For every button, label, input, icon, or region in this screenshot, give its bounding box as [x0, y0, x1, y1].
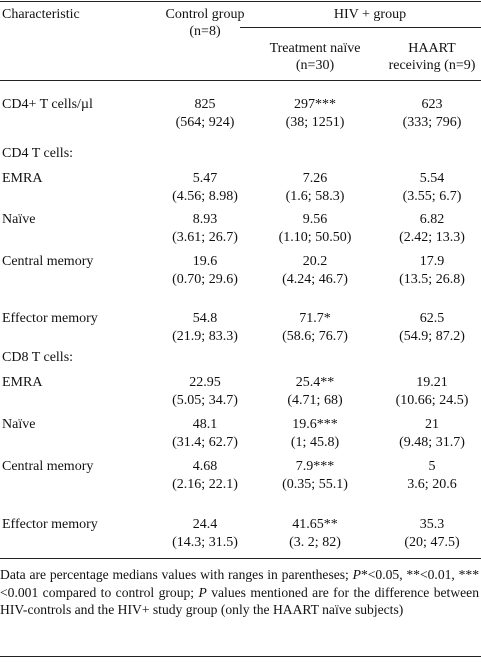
cell-value: 17.9: [419, 254, 445, 269]
cell-range: (3.55; 6.7): [402, 189, 462, 204]
footnote-part: Data are percentage medians values with …: [0, 567, 353, 582]
header-naive-n: (n=30): [295, 58, 335, 73]
cell-value: 71.7*: [299, 311, 331, 326]
cell-value: 62.5: [419, 311, 445, 326]
cell-value: 19.6: [192, 254, 218, 269]
top-rule: [0, 1, 481, 2]
cell-value: 9.56: [302, 212, 328, 227]
cell-range: (20; 47.5): [404, 535, 460, 550]
row-label: Effector memory: [2, 311, 98, 326]
cell-range: (4.71; 68): [287, 393, 343, 408]
cell-value: 24.4: [192, 517, 218, 532]
cell-range: (3. 2; 82): [289, 535, 341, 550]
cell-value: 5.54: [419, 171, 445, 186]
cell-value: 5.47: [192, 171, 218, 186]
footnote-part: P: [352, 567, 361, 582]
row-label: Naïve: [2, 417, 36, 432]
cell-range: (564; 924): [175, 115, 235, 130]
cell-range: 3.6; 20.6: [407, 477, 457, 492]
body-rule: [0, 558, 481, 559]
cell-value: 8.93: [192, 212, 218, 227]
cell-range: (1.6; 58.3): [285, 189, 345, 204]
cell-value: 41.65**: [292, 517, 338, 532]
row-label: EMRA: [2, 171, 43, 186]
header-naive: Treatment naïve: [269, 41, 361, 56]
bottom-rule: [0, 656, 481, 657]
header-rule: [0, 80, 481, 81]
cell-value: 4.68: [192, 459, 218, 474]
row-label: CD4+ T cells/µl: [2, 97, 93, 112]
cell-range: (2.42; 13.3): [399, 230, 465, 245]
cell-range: (0.70; 29.6): [172, 272, 238, 287]
header-haart: HAART: [408, 41, 456, 56]
cell-range: (3.61; 26.7): [172, 230, 238, 245]
row-label: Central memory: [2, 254, 94, 269]
footnote-part: values mentioned are for the difference …: [0, 584, 480, 618]
cell-range: (1.10; 50.50): [278, 230, 352, 245]
cell-value: 5: [428, 459, 436, 474]
cell-range: (0.35; 55.1): [282, 477, 348, 492]
cell-range: (4.24; 46.7): [282, 272, 348, 287]
cell-value: 297***: [294, 97, 336, 112]
cell-range: (14.3; 31.5): [172, 535, 238, 550]
cell-value: 22.95: [189, 375, 221, 390]
section-label: CD4 T cells:: [2, 146, 74, 161]
cell-value: 825: [194, 97, 216, 112]
cell-range: (21.9; 83.3): [172, 329, 238, 344]
header-control-n: (n=8): [189, 24, 221, 39]
cell-range: (2.16; 22.1): [172, 477, 238, 492]
row-label: Effector memory: [2, 517, 98, 532]
cell-value: 48.1: [192, 417, 218, 432]
cell-value: 25.4**: [295, 375, 335, 390]
cell-value: 20.2: [302, 254, 328, 269]
cell-value: 7.9***: [295, 459, 335, 474]
cell-value: 54.8: [192, 311, 218, 326]
cell-value: 21: [425, 417, 439, 432]
cell-value: 7.26: [302, 171, 328, 186]
cell-value: 19.21: [416, 375, 448, 390]
cell-range: (4.56; 8.98): [172, 189, 238, 204]
row-label: Central memory: [2, 459, 94, 474]
cell-value: 6.82: [419, 212, 445, 227]
cell-range: (9.48; 31.7): [399, 435, 465, 450]
cell-range: (54.9; 87.2): [399, 329, 465, 344]
hiv-rule: [240, 27, 481, 28]
cell-range: (1; 45.8): [290, 435, 340, 450]
cell-range: (5.05; 34.7): [172, 393, 238, 408]
row-label: Naïve: [2, 212, 36, 227]
cell-value: 19.6***: [292, 417, 338, 432]
cell-value: 623: [421, 97, 443, 112]
cell-range: (38; 1251): [285, 115, 345, 130]
row-label: EMRA: [2, 375, 43, 390]
cell-range: (58.6; 76.7): [282, 329, 348, 344]
section-label: CD8 T cells:: [2, 350, 74, 365]
cell-range: (13.5; 26.8): [399, 272, 465, 287]
header-hiv: HIV + group: [333, 7, 407, 22]
footnote-part: *<0.05, **<0.01, ***<0.001 compared to c…: [0, 567, 479, 600]
header-control: Control group: [165, 7, 245, 22]
cell-range: (31.4; 62.7): [172, 435, 238, 450]
footnote: Data are percentage medians values with …: [0, 566, 479, 619]
cell-range: (333; 796): [402, 115, 462, 130]
header-haart-n: receiving (n=9): [388, 58, 476, 73]
header-characteristic: Characteristic: [2, 7, 80, 22]
cell-value: 35.3: [419, 517, 445, 532]
cell-range: (10.66; 24.5): [395, 393, 469, 408]
footnote-part: P: [198, 584, 207, 600]
